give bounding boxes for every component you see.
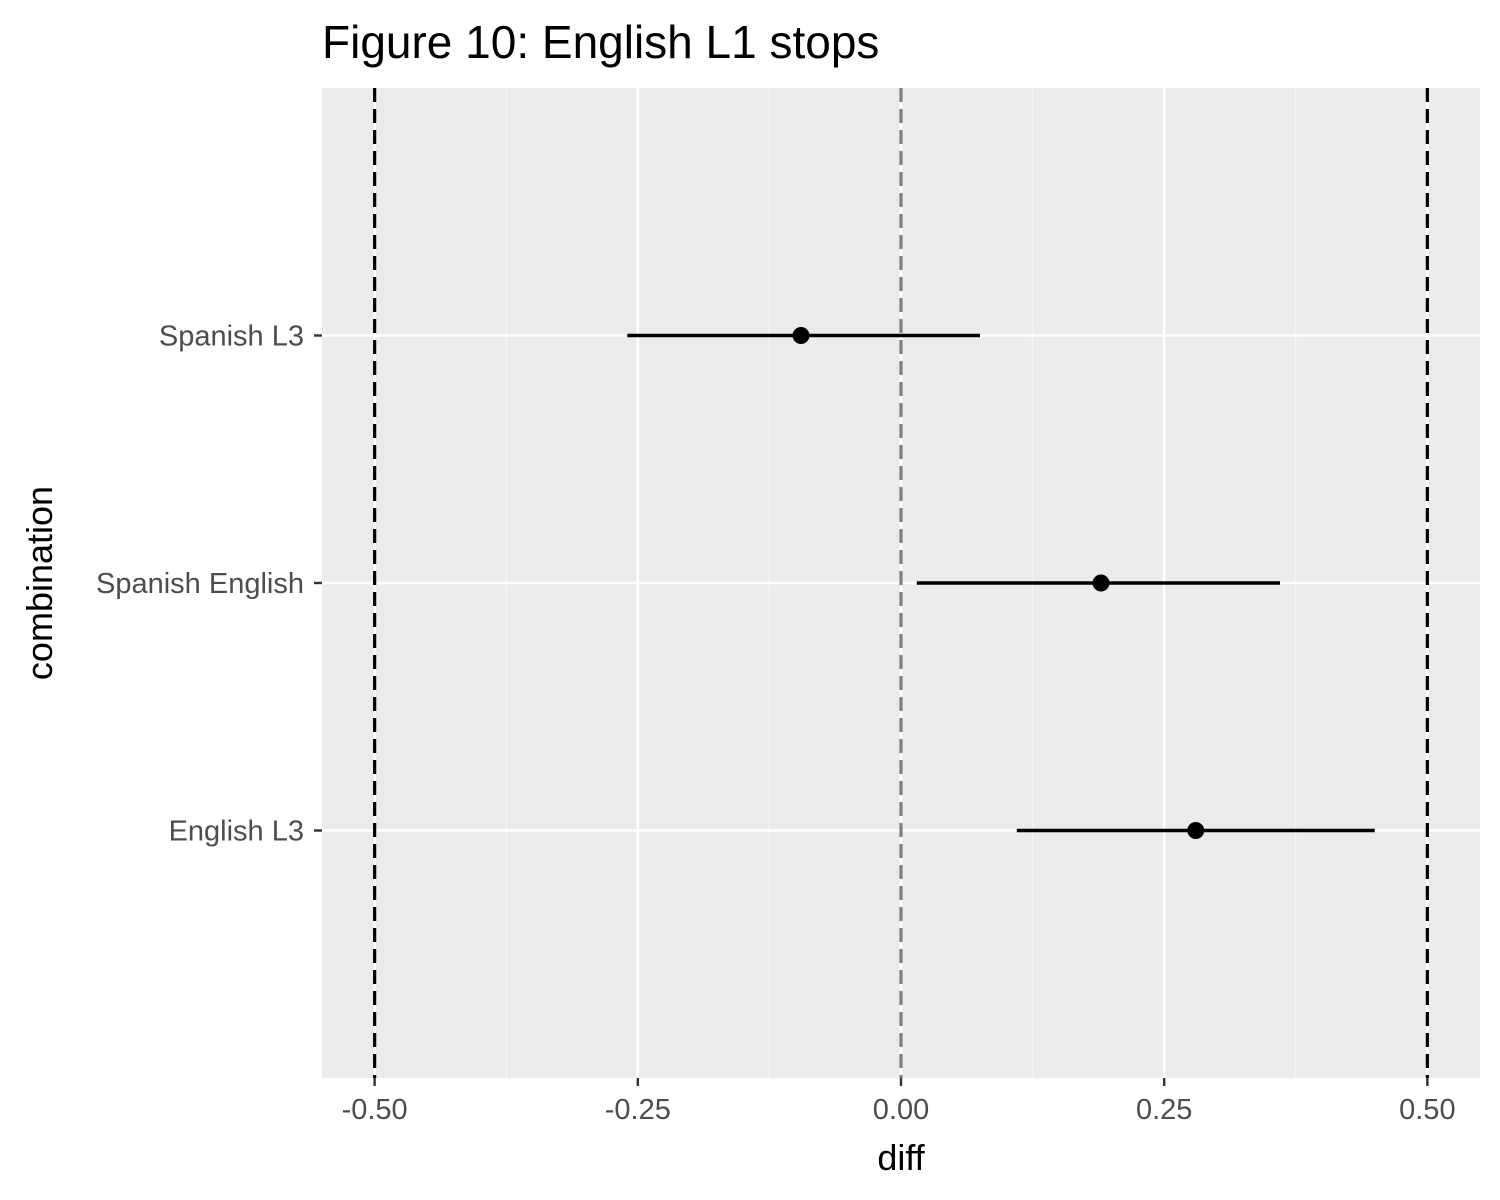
y-tick-label: English L3	[169, 816, 304, 848]
x-tick-label: 0.25	[1136, 1094, 1192, 1126]
reference-lines	[373, 88, 1429, 1078]
y-tick-label: Spanish English	[96, 568, 304, 600]
x-tick-label: 0.00	[873, 1094, 929, 1126]
data-point	[1187, 822, 1205, 839]
chart-title: Figure 10: English L1 stops	[322, 16, 879, 68]
y-tick-label: Spanish L3	[159, 321, 304, 353]
x-tick-label: 0.50	[1399, 1094, 1455, 1126]
data-points	[792, 327, 1205, 839]
y-axis-title: combination	[19, 486, 60, 680]
data-point	[1092, 574, 1110, 592]
x-axis-title: diff	[877, 1137, 925, 1178]
data-point	[792, 327, 810, 344]
y-axis-ticks: English L3 Spanish English Spanish L3	[96, 321, 322, 848]
x-tick-label: -0.50	[342, 1094, 408, 1126]
x-tick-label: -0.25	[605, 1094, 671, 1126]
x-axis-ticks: -0.50 -0.25 0.00 0.25 0.50	[342, 1078, 1456, 1126]
